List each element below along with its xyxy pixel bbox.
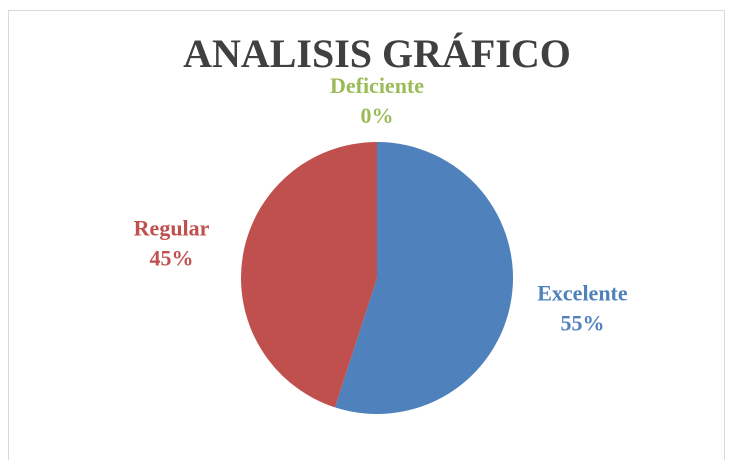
slice-category-label: Excelente <box>537 281 628 306</box>
slice-category-label: Regular <box>134 216 210 241</box>
slice-value-label: 45% <box>150 246 194 271</box>
pie-slice <box>241 142 377 408</box>
slice-value-label: 0% <box>361 103 394 128</box>
slice-value-label: 55% <box>560 311 604 336</box>
chart-title: ANALISIS GRÁFICO <box>183 31 571 76</box>
pie-slice <box>334 142 513 415</box>
slice-category-label: Deficiente <box>330 73 424 98</box>
